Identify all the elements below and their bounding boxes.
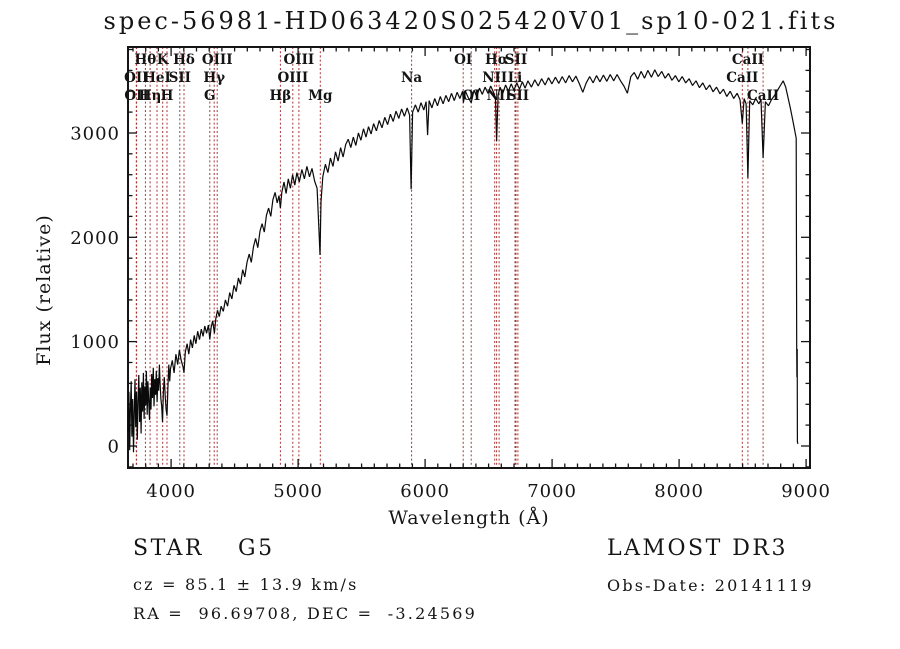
- spectral-line-label: OII: [124, 88, 148, 104]
- spectral-line-label: OI: [454, 52, 472, 68]
- spectral-line-label: HeI: [143, 70, 171, 86]
- object-subclass: G5: [238, 536, 275, 561]
- y-tick-label: 2000: [70, 228, 120, 249]
- spectral-line-markers-group: [135, 47, 764, 468]
- spectral-line-label: OIII: [277, 70, 308, 86]
- cz-value: cz = 85.1 ± 13.9 km/s: [133, 575, 359, 594]
- spectral-line-label: NII: [482, 70, 507, 86]
- spectral-line-label: Hγ: [203, 70, 225, 86]
- x-tick-label: 7000: [527, 481, 577, 502]
- spectral-line-label: SII: [169, 70, 191, 86]
- spectral-line-label: SII: [505, 52, 527, 68]
- obs-date: Obs-Date: 20141119: [607, 576, 814, 595]
- spectrum-trace-group: [127, 69, 799, 453]
- x-tick-label: 9000: [781, 481, 831, 502]
- y-tick-label: 3000: [70, 124, 120, 145]
- x-tick-label: 6000: [400, 481, 450, 502]
- x-tick-label: 5000: [273, 481, 323, 502]
- spectral-line-label: K: [157, 52, 170, 68]
- survey-label: LAMOST DR3: [607, 536, 788, 561]
- spectral-line-label: CaII: [726, 70, 758, 86]
- spectral-line-label: OI: [462, 88, 480, 104]
- spectral-line-label: CaII: [732, 52, 764, 68]
- spectral-line-label: Hα: [485, 52, 509, 68]
- x-tick-label: 8000: [654, 481, 704, 502]
- object-class-line: STAR G5: [133, 536, 275, 561]
- object-class: STAR: [133, 536, 204, 561]
- y-tick-label: 0: [108, 437, 120, 458]
- y-axis-title: Flux (relative): [33, 214, 55, 366]
- spectral-line-label: G: [204, 88, 216, 104]
- spectral-line-label: H: [161, 88, 174, 104]
- plot-frame: [127, 46, 811, 469]
- y-tick-label: 1000: [70, 332, 120, 353]
- spectral-line-label: Li: [508, 70, 523, 86]
- axis-tick-labels-group: 4000 5000 6000 7000 8000 9000 0 1000 2000 3000: [70, 124, 831, 503]
- axis-ticks-group: [128, 47, 810, 468]
- spectral-line-label: Hη: [139, 88, 162, 104]
- spectral-line-label: OIII: [284, 52, 315, 68]
- x-tick-label: 4000: [146, 481, 196, 502]
- x-axis-title: Wavelength (Å): [388, 507, 549, 529]
- page-title: spec-56981-HD063420S025420V01_sp10-021.f…: [103, 7, 839, 35]
- spectral-line-labels-group: OIIOIIHθHηHeIKHSIIHδGHγOIIIHβOIIIOIIIMgN…: [124, 52, 779, 104]
- spectral-line-label: Hβ: [270, 88, 292, 104]
- spectrum-trace: [127, 69, 799, 453]
- spectral-line-label: Na: [401, 70, 422, 86]
- ra-dec-value: RA = 96.69708, DEC = -3.24569: [133, 604, 477, 623]
- spectral-line-label: OII: [124, 70, 148, 86]
- spectral-line-label: OIII: [202, 52, 233, 68]
- spectral-line-label: SII: [507, 88, 529, 104]
- spectral-line-label: Mg: [308, 88, 333, 104]
- spectral-line-label: Hθ: [135, 52, 157, 68]
- spectral-line-label: Hδ: [173, 52, 195, 68]
